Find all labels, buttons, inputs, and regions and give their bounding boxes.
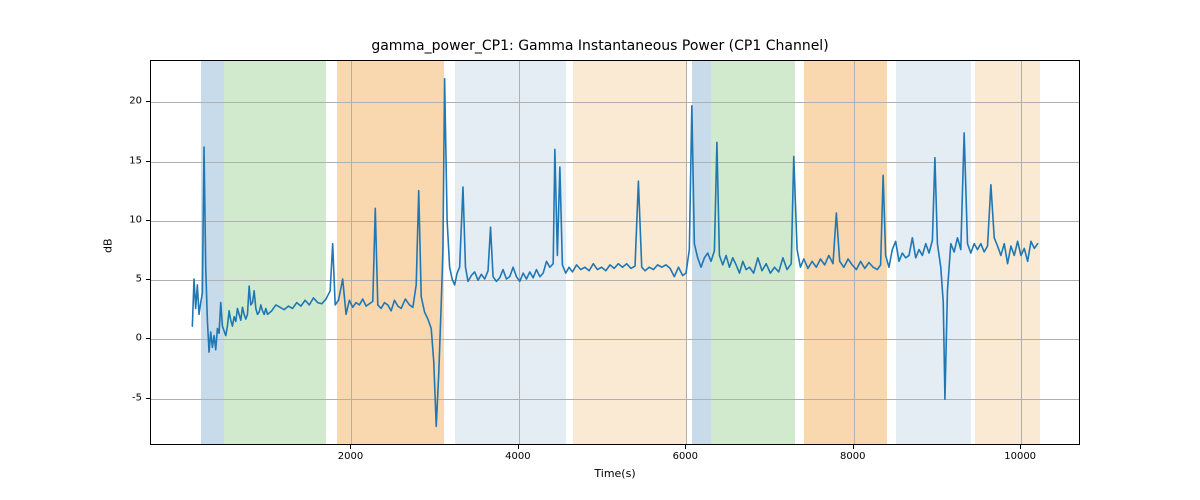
y-tick-label: 0 [136,333,142,344]
x-tick-label: 2000 [338,451,363,462]
y-tick [146,101,150,102]
x-tick [350,445,351,449]
x-tick [518,445,519,449]
x-tick [853,445,854,449]
x-tick-label: 10000 [1004,451,1036,462]
x-tick-label: 4000 [505,451,530,462]
y-tick-label: 15 [129,155,142,166]
y-tick [146,161,150,162]
y-tick-label: 5 [136,274,142,285]
x-axis-label: Time(s) [594,467,635,480]
y-tick-label: 10 [129,214,142,225]
axes-area [150,60,1080,445]
y-axis-label: dB [102,238,115,253]
y-tick [146,338,150,339]
y-tick-label: 20 [129,96,142,107]
x-tick-label: 6000 [673,451,698,462]
line-series [151,61,1079,444]
x-tick [685,445,686,449]
figure: gamma_power_CP1: Gamma Instantaneous Pow… [0,0,1200,500]
x-tick-label: 8000 [840,451,865,462]
x-tick [1020,445,1021,449]
y-tick [146,220,150,221]
y-tick [146,398,150,399]
y-tick-label: -5 [132,392,142,403]
y-tick [146,279,150,280]
chart-title: gamma_power_CP1: Gamma Instantaneous Pow… [0,38,1200,54]
